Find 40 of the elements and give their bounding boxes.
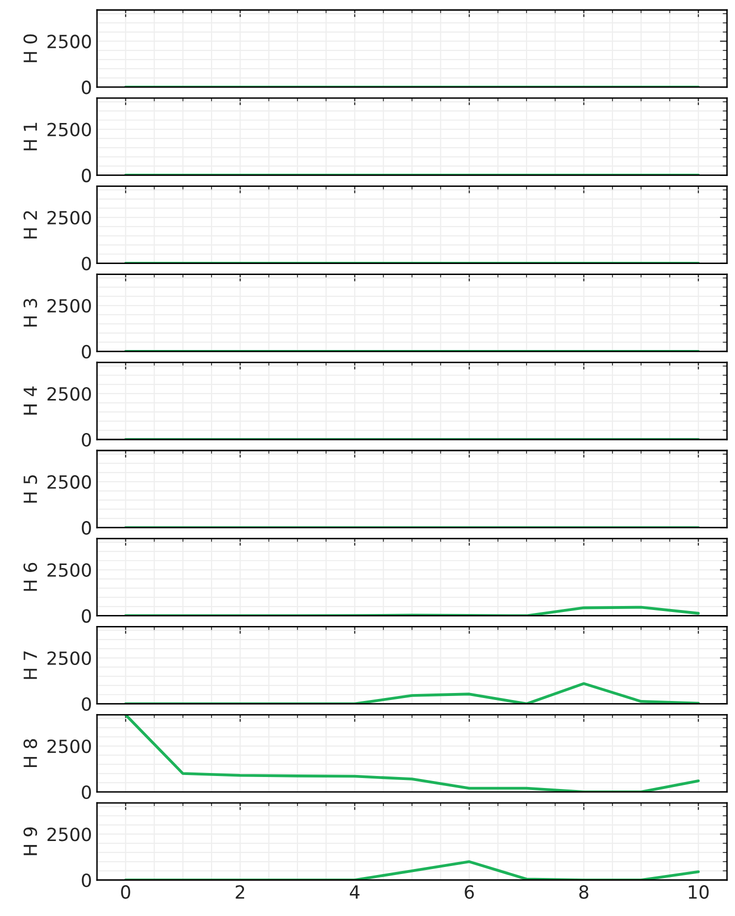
line-series [124,682,700,704]
y-tick-label: 0 [82,432,91,447]
y-axis-title: H 2 [23,211,37,238]
y-axis-title: H 9 [23,827,38,856]
line-series [124,606,700,616]
y-tick-label: 2500 [48,298,91,313]
y-tick-label: 0 [82,697,91,711]
x-tick-label: 10 [688,885,709,899]
x-tick-label: 6 [464,885,474,899]
x-tick-label: 2 [236,885,244,899]
y-tick-label: 0 [82,80,91,94]
y-tick-label: 0 [82,344,91,359]
y-tick-label: 2500 [48,563,91,577]
y-axis-title: H 3 [23,298,38,326]
y-axis-title: H 4 [24,386,37,415]
y-tick-label: 0 [82,168,91,182]
y-axis-title: H 6 [23,562,38,591]
y-tick-label: 2500 [48,739,91,754]
y-axis-title: H 1 [24,122,37,150]
y-tick-label: 2500 [48,34,91,48]
y-tick-label: 0 [82,609,91,623]
y-tick-label: 0 [82,785,91,800]
y-axis-title: H 5 [24,475,38,503]
line-series [124,714,700,792]
x-tick-label: 0 [121,885,130,899]
y-tick-label: 2500 [48,387,91,401]
y-tick-label: 2500 [48,122,91,136]
y-axis-title: H 8 [23,739,38,767]
x-tick-label: 8 [579,885,588,899]
y-axis-title: H 0 [23,34,38,62]
y-tick-label: 0 [82,256,91,270]
y-tick-label: 2500 [48,828,91,842]
y-tick-label: 2500 [48,210,91,225]
y-tick-label: 0 [82,873,91,888]
y-axis-title: H 7 [24,651,37,679]
y-tick-label: 2500 [48,475,91,489]
x-tick-label: 4 [350,885,360,899]
y-tick-label: 2500 [48,651,91,666]
y-tick-label: 0 [82,521,91,535]
line-series [124,860,700,880]
